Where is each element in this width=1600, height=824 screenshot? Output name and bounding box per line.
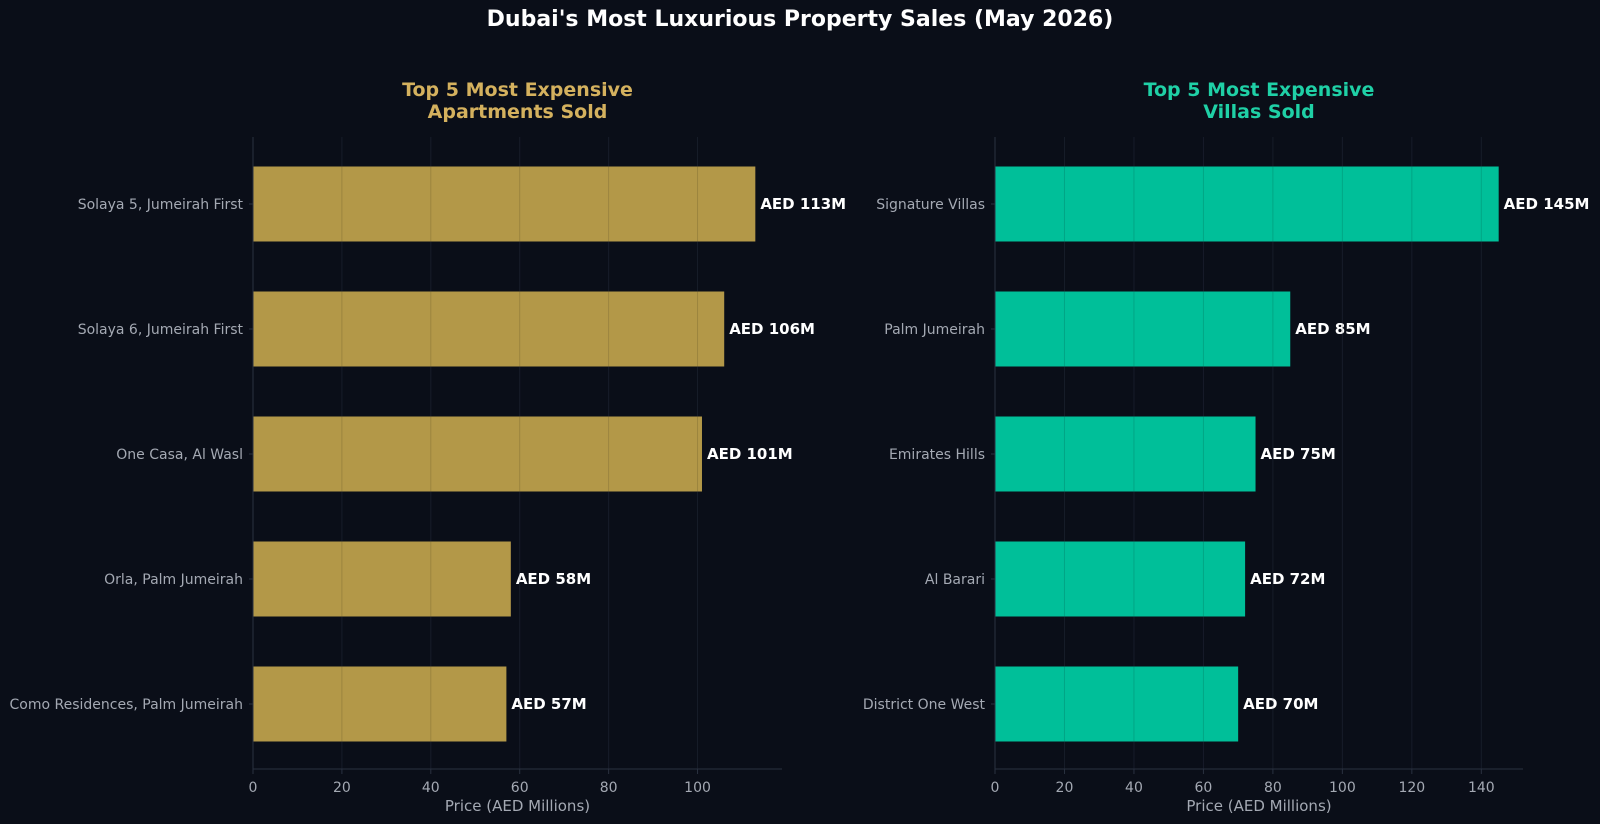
chart-main-title: Dubai's Most Luxurious Property Sales (M… — [486, 7, 1114, 32]
x-tick-label: 80 — [600, 780, 618, 796]
x-tick-label: 80 — [1264, 780, 1282, 796]
x-axis-label: Price (AED Millions) — [445, 797, 590, 815]
data-label: AED 101M — [707, 445, 793, 463]
panel-title: Top 5 Most Expensive Apartments Sold — [402, 79, 633, 123]
panel-title: Top 5 Most Expensive Villas Sold — [1144, 79, 1375, 123]
x-tick-label: 40 — [422, 780, 440, 796]
category-label: Palm Jumeirah — [884, 322, 985, 338]
bar[interactable] — [995, 666, 1239, 742]
bar[interactable] — [253, 541, 511, 617]
x-tick-label: 60 — [511, 780, 529, 796]
category-label: Al Barari — [925, 572, 985, 588]
bar[interactable] — [253, 291, 725, 367]
data-label: AED 145M — [1504, 195, 1590, 213]
x-tick-label: 100 — [684, 780, 711, 796]
category-label: Signature Villas — [876, 197, 985, 213]
category-label: Solaya 5, Jumeirah First — [78, 197, 244, 213]
data-label: AED 75M — [1261, 445, 1336, 463]
x-tick-label: 0 — [249, 780, 258, 796]
bar[interactable] — [253, 416, 702, 492]
category-label: Emirates Hills — [889, 447, 985, 463]
category-label: District One West — [863, 697, 986, 713]
x-axis-label: Price (AED Millions) — [1186, 797, 1331, 815]
x-tick-label: 0 — [991, 780, 1000, 796]
category-label: Orla, Palm Jumeirah — [104, 572, 243, 588]
data-label: AED 70M — [1243, 695, 1318, 713]
bar[interactable] — [995, 291, 1291, 367]
bar[interactable] — [995, 416, 1256, 492]
data-label: AED 58M — [516, 570, 591, 588]
category-label: Solaya 6, Jumeirah First — [78, 322, 244, 338]
x-tick-label: 20 — [333, 780, 351, 796]
data-label: AED 57M — [511, 695, 586, 713]
x-tick-label: 60 — [1195, 780, 1213, 796]
x-tick-label: 20 — [1056, 780, 1074, 796]
x-tick-label: 140 — [1468, 780, 1495, 796]
x-tick-label: 40 — [1125, 780, 1143, 796]
data-label: AED 113M — [760, 195, 846, 213]
data-label: AED 85M — [1295, 320, 1370, 338]
x-tick-label: 100 — [1329, 780, 1356, 796]
category-label: One Casa, Al Wasl — [116, 447, 243, 463]
bar[interactable] — [995, 541, 1246, 617]
data-label: AED 106M — [729, 320, 815, 338]
x-tick-label: 120 — [1398, 780, 1425, 796]
category-label: Como Residences, Palm Jumeirah — [10, 697, 244, 713]
bar[interactable] — [253, 166, 756, 242]
bar[interactable] — [995, 166, 1499, 242]
bar[interactable] — [253, 666, 507, 742]
data-label: AED 72M — [1250, 570, 1325, 588]
